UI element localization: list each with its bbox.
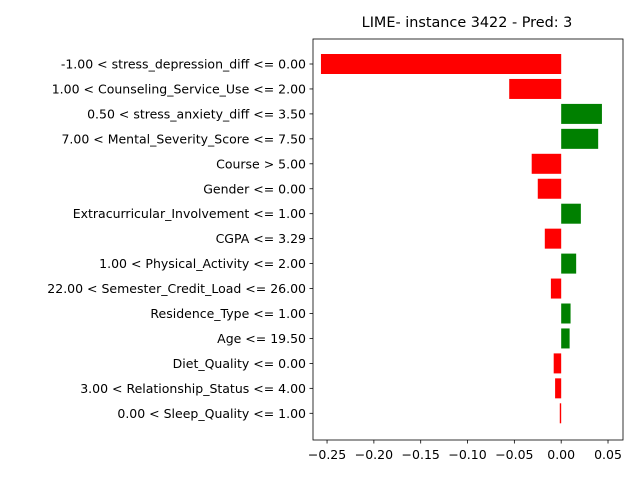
bar-12	[553, 353, 562, 374]
y-tick-label-13: 3.00 < Relationship_Status <= 4.00	[80, 381, 306, 396]
x-tick-label-2: −0.15	[402, 447, 440, 462]
y-tick-label-2: 0.50 < stress_anxiety_diff <= 3.50	[87, 106, 306, 121]
y-tick-label-7: CGPA <= 3.29	[216, 231, 306, 246]
y-tick-label-0: -1.00 < stress_depression_diff <= 0.00	[61, 57, 306, 72]
bar-1	[509, 78, 562, 99]
y-tick-label-4: Course > 5.00	[216, 156, 306, 171]
y-tick-label-3: 7.00 < Mental_Severity_Score <= 7.50	[61, 131, 306, 146]
y-tick-label-6: Extracurricular_Involvement <= 1.00	[73, 206, 306, 221]
bar-6	[561, 203, 581, 224]
y-tick-label-9: 22.00 < Semester_Credit_Load <= 26.00	[47, 281, 306, 296]
y-tick-label-10: Residence_Type <= 1.00	[150, 306, 306, 321]
bar-14	[559, 403, 562, 424]
x-tick-label-5: 0.00	[547, 447, 575, 462]
y-tick-label-8: 1.00 < Physical_Activity <= 2.00	[99, 256, 306, 271]
y-tick-label-1: 1.00 < Counseling_Service_Use <= 2.00	[52, 81, 306, 96]
bar-9	[550, 278, 562, 299]
bar-0	[320, 54, 562, 74]
y-tick-label-11: Age <= 19.50	[217, 331, 306, 346]
y-tick-label-14: 0.00 < Sleep_Quality <= 1.00	[117, 406, 306, 421]
bar-2	[561, 103, 602, 124]
bar-5	[537, 178, 562, 199]
chart-title: LIME- instance 3422 - Pred: 3	[362, 15, 573, 31]
bar-13	[555, 378, 562, 399]
x-tick-label-6: 0.05	[594, 447, 622, 462]
x-tick-label-1: −0.20	[355, 447, 393, 462]
x-tick-label-0: −0.25	[308, 447, 346, 462]
bar-7	[544, 228, 562, 249]
x-tick-label-4: −0.05	[495, 447, 533, 462]
y-tick-label-5: Gender <= 0.00	[203, 181, 306, 196]
y-tick-label-12: Diet_Quality <= 0.00	[173, 356, 306, 371]
plot-frame	[312, 38, 624, 441]
bar-11	[561, 328, 570, 349]
bar-8	[561, 253, 577, 274]
bar-10	[561, 303, 571, 324]
bar-3	[561, 128, 599, 149]
x-tick-label-3: −0.10	[448, 447, 486, 462]
bar-4	[531, 153, 562, 174]
